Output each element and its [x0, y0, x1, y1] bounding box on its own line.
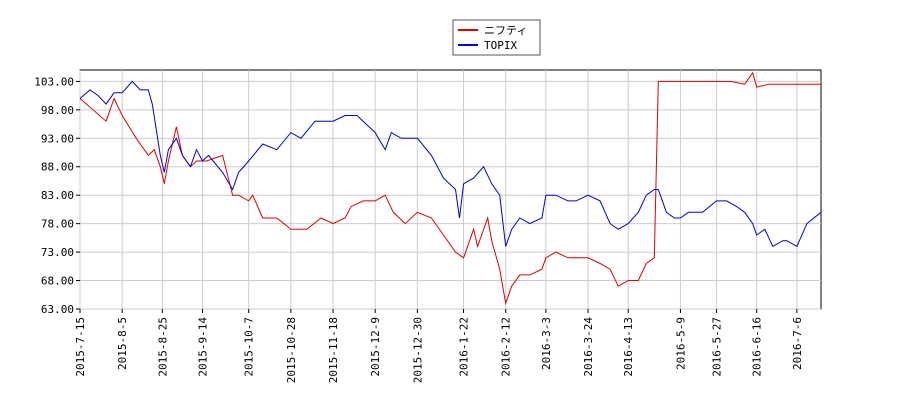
- x-tick-label: 2015-8-5: [116, 317, 129, 370]
- y-tick-label: 68.00: [41, 275, 74, 288]
- x-tick-label: 2016-3-3: [540, 317, 553, 370]
- y-tick-label: 88.00: [41, 161, 74, 174]
- x-tick-label: 2015-7-15: [74, 317, 87, 377]
- series-line: [79, 80, 822, 248]
- x-tick-label: 2016-7-6: [791, 317, 804, 370]
- legend-box: [452, 19, 541, 56]
- x-tick-label: 2016-4-13: [622, 317, 635, 377]
- x-tick-label: 2015-9-14: [196, 317, 209, 377]
- x-tick-label: 2015-10-28: [285, 317, 298, 383]
- x-tick-label: 2016-2-12: [500, 317, 513, 377]
- y-tick-label: 83.00: [41, 189, 74, 202]
- x-tick-label: 2015-8-25: [156, 317, 169, 377]
- x-tick-label: 2016-5-9: [674, 317, 687, 370]
- x-tick-label: 2016-1-22: [458, 317, 471, 377]
- y-tick-label: 63.00: [41, 303, 74, 316]
- x-tick-label: 2015-11-18: [327, 317, 340, 383]
- x-tick-label: 2015-12-9: [369, 317, 382, 377]
- x-tick-label: 2016-6-16: [751, 317, 764, 377]
- plot-frame: [79, 69, 822, 310]
- x-tick-label: 2015-10-7: [243, 317, 256, 377]
- y-tick-label: 93.00: [41, 132, 74, 145]
- x-tick-label: 2016-3-24: [582, 317, 595, 377]
- y-tick-label: 73.00: [41, 246, 74, 259]
- x-tick-label: 2015-12-30: [411, 317, 424, 383]
- legend-label: TOPIX: [484, 39, 517, 52]
- x-tick-label: 2016-5-27: [711, 317, 724, 377]
- y-tick-label: 98.00: [41, 104, 74, 117]
- legend-label: ニフティ: [484, 24, 527, 37]
- y-tick-label: 103.00: [34, 75, 74, 88]
- y-tick-label: 78.00: [41, 218, 74, 231]
